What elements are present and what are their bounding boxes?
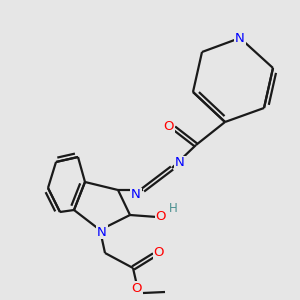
Text: N: N (131, 188, 141, 202)
Text: O: O (154, 245, 164, 259)
Text: O: O (131, 281, 141, 295)
Text: O: O (156, 209, 166, 223)
Text: N: N (97, 226, 107, 238)
Text: N: N (235, 32, 245, 44)
Text: N: N (175, 157, 185, 169)
Text: H: H (169, 202, 177, 215)
Text: O: O (164, 119, 174, 133)
